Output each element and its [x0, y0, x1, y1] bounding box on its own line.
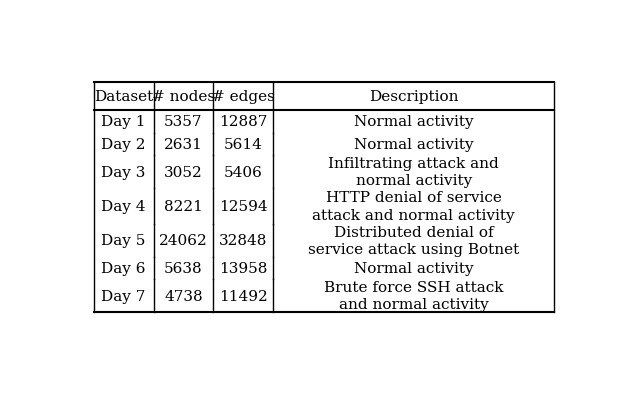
Text: Description: Description — [369, 90, 458, 104]
Text: 32848: 32848 — [219, 234, 267, 248]
Text: Normal activity: Normal activity — [354, 115, 473, 129]
Text: Day 2: Day 2 — [101, 138, 146, 151]
Text: 13958: 13958 — [219, 262, 267, 275]
Text: Day 5: Day 5 — [101, 234, 146, 248]
Text: Day 7: Day 7 — [101, 289, 146, 303]
Text: 8221: 8221 — [164, 200, 203, 213]
Text: # edges: # edges — [212, 90, 275, 104]
Text: Day 4: Day 4 — [101, 200, 146, 213]
Text: 5406: 5406 — [224, 165, 263, 179]
Text: 5614: 5614 — [224, 138, 263, 151]
Text: 5638: 5638 — [164, 262, 203, 275]
Text: HTTP denial of service
attack and normal activity: HTTP denial of service attack and normal… — [312, 191, 515, 222]
Text: Dataset: Dataset — [94, 90, 153, 104]
Text: 4738: 4738 — [164, 289, 203, 303]
Text: 11492: 11492 — [219, 289, 268, 303]
Text: Day 3: Day 3 — [101, 165, 146, 179]
Text: 24062: 24062 — [159, 234, 208, 248]
Text: 5357: 5357 — [164, 115, 203, 129]
Text: 2631: 2631 — [164, 138, 203, 151]
Text: Day 1: Day 1 — [101, 115, 146, 129]
Text: Brute force SSH attack
and normal activity: Brute force SSH attack and normal activi… — [324, 280, 504, 312]
Text: Infiltrating attack and
normal activity: Infiltrating attack and normal activity — [328, 157, 499, 188]
Text: 12887: 12887 — [219, 115, 267, 129]
Text: 3052: 3052 — [164, 165, 203, 179]
Text: 12594: 12594 — [219, 200, 267, 213]
Text: Day 6: Day 6 — [101, 262, 146, 275]
Text: Normal activity: Normal activity — [354, 138, 473, 151]
Text: Normal activity: Normal activity — [354, 262, 473, 275]
Text: # nodes: # nodes — [152, 90, 215, 104]
Text: Distributed denial of
service attack using Botnet: Distributed denial of service attack usi… — [308, 225, 520, 256]
